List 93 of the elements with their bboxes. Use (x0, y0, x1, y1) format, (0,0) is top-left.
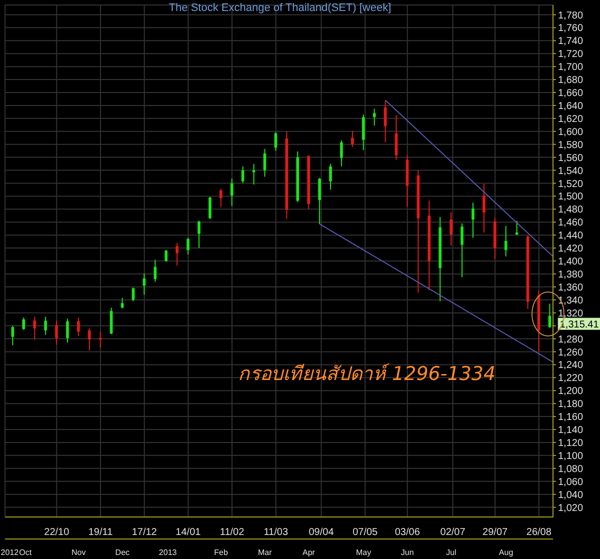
x-tick-label: 17/12 (132, 527, 158, 538)
x-tick-label: 11/03 (264, 527, 288, 538)
candlestick (176, 242, 178, 266)
chart-title: The Stock Exchange of Thailand(SET) [week] (168, 2, 392, 14)
x-tick-label: 07/05 (352, 527, 378, 538)
text: 1,315.41 (560, 319, 600, 330)
candlestick (208, 196, 212, 220)
y-tick-label: 1,680 (558, 75, 584, 86)
y-tick-label: 1,040 (558, 490, 584, 501)
y-tick-label: 1,240 (558, 360, 584, 372)
x2-tick-label: 2012 (0, 548, 20, 557)
y-tick-label: 1,440 (558, 230, 584, 242)
y-tick-label: 1,160 (558, 412, 584, 424)
y-tick-label: 1,200 (558, 386, 584, 398)
y-tick-label: 1,620 (558, 114, 584, 125)
y-tick-label: 1,700 (558, 62, 584, 74)
candlestick (504, 226, 508, 257)
y-tick-label: 1,260 (558, 347, 584, 358)
x2-tick-label: 2013 (158, 548, 178, 557)
x2-tick-label: May (356, 548, 372, 557)
y-tick-label: 1,360 (558, 282, 584, 294)
candlestick (44, 316, 47, 336)
x2-tick-label: Apr (302, 548, 316, 557)
x2-tick-label: Aug (498, 548, 514, 557)
candlestick (318, 178, 321, 225)
y-tick-label: 1,120 (558, 438, 584, 450)
candlestick (33, 316, 36, 340)
y-tick-label: 1,720 (558, 49, 584, 60)
y-tick-label: 1,500 (558, 192, 584, 203)
y-tick-label: 1,560 (558, 152, 584, 164)
candlestick (132, 287, 135, 302)
candlestick (472, 202, 474, 238)
y-tick-label: 1,280 (558, 334, 584, 346)
x-tick-label: 09/04 (308, 527, 334, 538)
candlestick (77, 316, 80, 337)
y-tick-label: 1,520 (558, 178, 584, 190)
candlestick (450, 212, 452, 246)
y-tick-label: 1,060 (558, 476, 584, 488)
candlestick (154, 259, 157, 282)
y-tick-label: 1,080 (558, 464, 584, 475)
x-tick-label: 22/10 (44, 527, 70, 538)
y-tick-label: 1,380 (558, 270, 584, 281)
y-tick-label: 1,400 (558, 256, 584, 268)
annotation: กรอบเทียนสัปดาห์ 1296-1334 (238, 362, 496, 387)
y-tick-label: 1,740 (558, 36, 584, 48)
x-tick-label: 29/07 (482, 527, 508, 538)
y-tick-label: 1,100 (558, 450, 584, 462)
candlestick (329, 163, 332, 190)
y-tick-label: 1,220 (558, 373, 584, 384)
candlestick (22, 316, 26, 330)
candlestick (11, 325, 14, 346)
x-tick-label: 02/07 (440, 527, 466, 538)
x2-tick-label: Jul (446, 548, 457, 557)
candlestick (340, 140, 343, 167)
y-tick-label: 1,580 (558, 140, 584, 151)
y-tick-label: 1,640 (558, 101, 584, 112)
y-tick-label: 1,780 (558, 10, 584, 22)
x2-tick-label: Oct (19, 548, 32, 557)
candlestick (515, 220, 518, 236)
candlestick (164, 249, 168, 262)
candlestick (198, 220, 200, 249)
y-tick-label: 1,760 (558, 23, 584, 34)
x2-tick-label: Feb (214, 548, 229, 557)
x-tick-label: 19/11 (88, 527, 114, 538)
candlestick (482, 183, 486, 233)
candlestick (186, 237, 190, 256)
y-tick-label: 1,140 (558, 425, 584, 436)
x2-tick-label: Jun (400, 548, 414, 557)
candlestick (88, 328, 91, 351)
y-tick-label: 1,420 (558, 244, 584, 255)
y-tick-label: 1,540 (558, 166, 584, 177)
candlestick (460, 222, 464, 278)
candlestick (66, 318, 69, 344)
y-tick-label: 1,600 (558, 126, 584, 138)
candlestick (55, 320, 58, 346)
x-tick-label: 11/02 (220, 527, 245, 538)
x2-tick-label: Dec (115, 548, 130, 557)
candlestick (362, 114, 365, 151)
y-tick-label: 1,460 (558, 218, 584, 229)
candlestick (98, 331, 102, 348)
candlestick (230, 178, 234, 206)
y-tick-label: 1,180 (558, 399, 584, 410)
y-tick-label: 1,660 (558, 88, 584, 100)
x2-tick-label: Nov (71, 548, 86, 557)
x-tick-label: 03/06 (394, 527, 420, 538)
candlestick (351, 130, 354, 148)
x2-tick-label: Mar (258, 548, 272, 557)
candlestick (220, 188, 222, 208)
candlestick (372, 108, 376, 126)
y-tick-label: 1,480 (558, 204, 584, 216)
x-tick-label: 26/08 (526, 527, 552, 538)
y-tick-label: 1,020 (558, 502, 584, 514)
x-tick-label: 14/01 (176, 527, 202, 538)
